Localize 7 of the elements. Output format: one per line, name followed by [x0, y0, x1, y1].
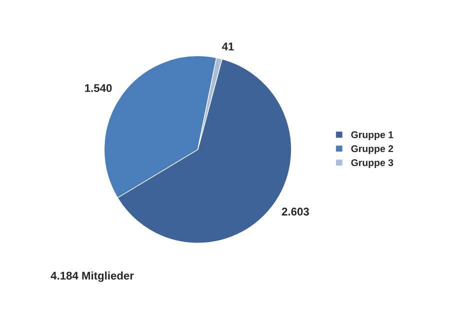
data-label: 1.540 [85, 84, 112, 92]
legend-label: Gruppe 3 [351, 159, 394, 168]
data-label: 41 [222, 42, 234, 50]
legend-label: Gruppe 1 [351, 131, 394, 140]
legend-label: Gruppe 2 [351, 145, 394, 154]
text: 4.184 Mitglieder [50, 271, 134, 282]
data-label: 2.603 [282, 208, 309, 216]
